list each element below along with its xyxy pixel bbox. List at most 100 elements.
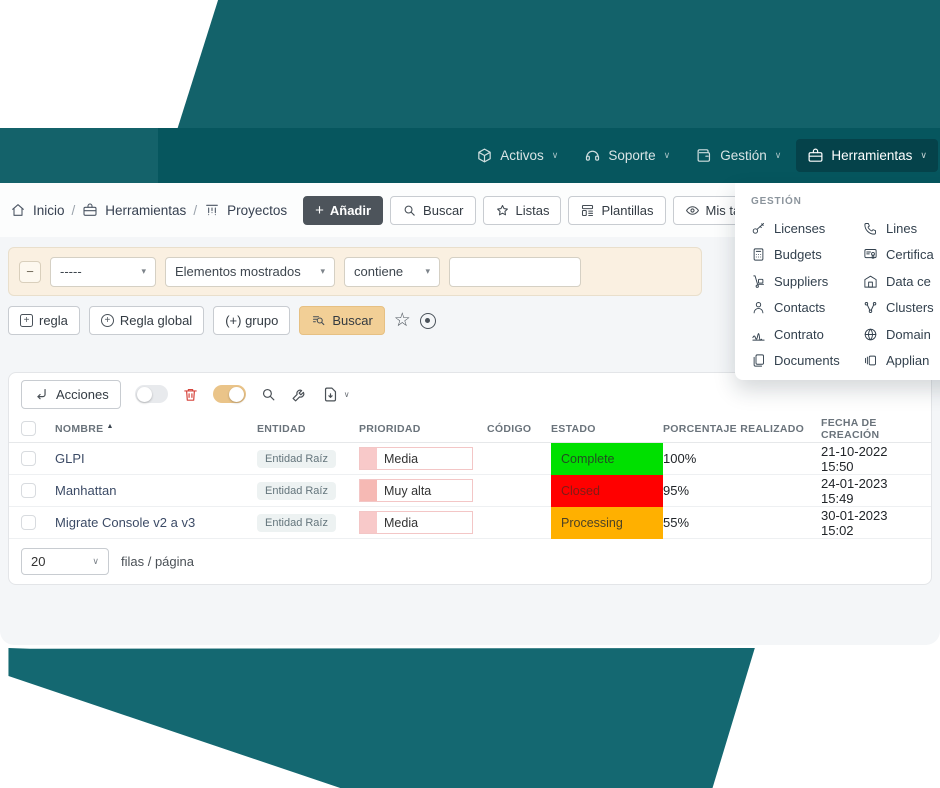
star-icon <box>496 204 508 215</box>
menu-item-label: Contacts <box>774 300 826 316</box>
nav-item-herramientas[interactable]: Herramientas ∨ <box>796 139 938 172</box>
search-criteria-card: − ----- ▾ Elementos mostrados ▾ contiene… <box>8 247 702 296</box>
chevron-down-icon[interactable]: ∨ <box>343 389 350 399</box>
menu-item-datacenters[interactable]: Data ce <box>863 268 940 295</box>
search-actions-row: + regla + Regla global (+) grupo Buscar … <box>8 306 436 335</box>
templates-button[interactable]: Plantillas <box>568 195 666 225</box>
nav-item-soporte[interactable]: Soporte ∨ <box>573 139 681 172</box>
col-prioridad[interactable]: PRIORIDAD <box>359 422 421 435</box>
search-button[interactable]: Buscar <box>390 195 476 225</box>
dropdown-grid: Licenses Lines Budgets Certifica Supplie… <box>751 215 940 374</box>
actions-button[interactable]: Acciones <box>21 379 121 409</box>
decorative-top-shape <box>177 0 940 128</box>
chevron-down-icon: ∨ <box>551 150 559 160</box>
add-button[interactable]: + Añadir <box>303 195 384 225</box>
pagination-row: 20 ∨ filas / página <box>9 539 931 583</box>
export-file-icon[interactable] <box>322 386 339 403</box>
lists-button[interactable]: Listas <box>482 195 562 225</box>
menu-item-suppliers[interactable]: Suppliers <box>751 268 863 295</box>
select-arrow-icon: ▾ <box>141 266 146 276</box>
menu-item-lines[interactable]: Lines <box>863 215 940 242</box>
page-size-value: 20 <box>31 553 46 569</box>
row-checkbox[interactable] <box>21 451 36 466</box>
priority-label: Media <box>384 451 419 466</box>
logo-area <box>0 128 158 183</box>
project-name-link[interactable]: Migrate Console v2 a v3 <box>55 515 196 530</box>
menu-item-certificates[interactable]: Certifica <box>863 242 940 269</box>
criteria-display-value: Elementos mostrados <box>175 264 301 279</box>
col-codigo[interactable]: CÓDIGO <box>487 422 532 435</box>
col-porcentaje[interactable]: PORCENTAJE REALIZADO <box>663 422 805 435</box>
col-nombre[interactable]: NOMBRE ▲ <box>55 422 114 435</box>
appliance-icon <box>865 355 876 366</box>
massive-actions-row: Acciones ∨ <box>9 373 931 415</box>
run-search-button[interactable]: Buscar <box>299 306 385 335</box>
bookmark-star-icon[interactable]: ☆ <box>393 310 411 331</box>
template-icon <box>582 204 594 216</box>
priority-cell: Muy alta <box>359 479 473 502</box>
row-checkbox[interactable] <box>21 483 36 498</box>
percent-cell: 100% <box>663 451 697 466</box>
project-name-link[interactable]: GLPI <box>55 451 85 466</box>
menu-item-label: Suppliers <box>774 273 829 289</box>
menu-item-licenses[interactable]: Licenses <box>751 215 863 242</box>
col-estado[interactable]: ESTADO <box>551 422 596 435</box>
nav-item-activos[interactable]: Activos ∨ <box>465 139 569 172</box>
menu-item-contacts[interactable]: Contacts <box>751 295 863 322</box>
add-group-button[interactable]: (+) grupo <box>213 306 291 335</box>
table-row: GLPI Entidad Raíz Media Complete 100% 21… <box>9 443 931 475</box>
herramientas-dropdown: GESTIÓN Licenses Lines Budgets Certifica… <box>735 183 940 380</box>
criteria-operator-value: contiene <box>354 264 404 279</box>
select-all-checkbox[interactable] <box>21 421 36 436</box>
percent-cell: 95% <box>663 483 690 498</box>
breadcrumb-separator: / <box>193 202 198 218</box>
nav-item-gestion[interactable]: Gestión ∨ <box>685 139 792 172</box>
project-name-link[interactable]: Manhattan <box>55 483 117 498</box>
results-card: Acciones ∨ <box>8 372 932 585</box>
criteria-field-select[interactable]: ----- ▾ <box>50 256 156 287</box>
menu-item-label: Applian <box>886 353 930 369</box>
globe-icon <box>864 328 877 341</box>
plus-icon: + <box>315 201 324 219</box>
add-rule-button[interactable]: + regla <box>8 306 80 335</box>
magnifier-icon[interactable] <box>260 386 277 403</box>
collapse-criteria-button[interactable]: − <box>19 260 41 283</box>
criteria-operator-select[interactable]: contiene ▾ <box>344 256 440 287</box>
col-fecha[interactable]: FECHA DE CREACIÓN <box>821 416 880 441</box>
menu-item-documents[interactable]: Documents <box>751 348 863 375</box>
breadcrumb-item-herramientas[interactable]: Herramientas <box>105 202 187 218</box>
chevron-down-icon: ∨ <box>920 150 927 160</box>
corner-arrow-icon <box>37 388 46 399</box>
status-badge: Closed <box>551 475 663 507</box>
briefcase-icon <box>83 203 97 216</box>
add-rule-label: regla <box>39 313 68 328</box>
priority-color-swatch <box>360 512 377 533</box>
col-entidad[interactable]: ENTIDAD <box>257 422 306 435</box>
entity-badge: Entidad Raíz <box>257 513 336 532</box>
target-icon[interactable] <box>419 312 436 329</box>
breadcrumb-item-inicio[interactable]: Inicio <box>33 202 65 218</box>
entity-badge: Entidad Raíz <box>257 449 336 468</box>
menu-item-budgets[interactable]: Budgets <box>751 242 863 269</box>
deleted-toggle[interactable] <box>134 385 168 403</box>
wallet-icon <box>697 149 711 162</box>
criteria-value-input[interactable] <box>449 256 581 287</box>
menu-item-label: Documents <box>774 353 840 369</box>
page-size-select[interactable]: 20 ∨ <box>21 547 109 575</box>
chevron-down-icon: ∨ <box>663 150 671 160</box>
menu-item-clusters[interactable]: Clusters <box>863 295 940 322</box>
boxed-plus-icon: + <box>20 314 33 327</box>
row-checkbox[interactable] <box>21 515 36 530</box>
menu-item-label: Lines <box>886 220 918 236</box>
status-badge: Processing <box>551 507 663 539</box>
wrench-icon[interactable] <box>291 386 308 403</box>
menu-item-contrato[interactable]: Contrato <box>751 321 863 348</box>
hand-truck-icon <box>753 275 764 288</box>
criteria-display-select[interactable]: Elementos mostrados ▾ <box>165 256 335 287</box>
add-global-rule-button[interactable]: + Regla global <box>88 306 205 335</box>
menu-item-domains[interactable]: Domain <box>863 321 940 348</box>
decorative-bottom-shape <box>8 648 755 788</box>
menu-item-appliances[interactable]: Applian <box>863 348 940 375</box>
trash-icon[interactable] <box>182 386 199 403</box>
search-toggle[interactable] <box>212 385 246 403</box>
